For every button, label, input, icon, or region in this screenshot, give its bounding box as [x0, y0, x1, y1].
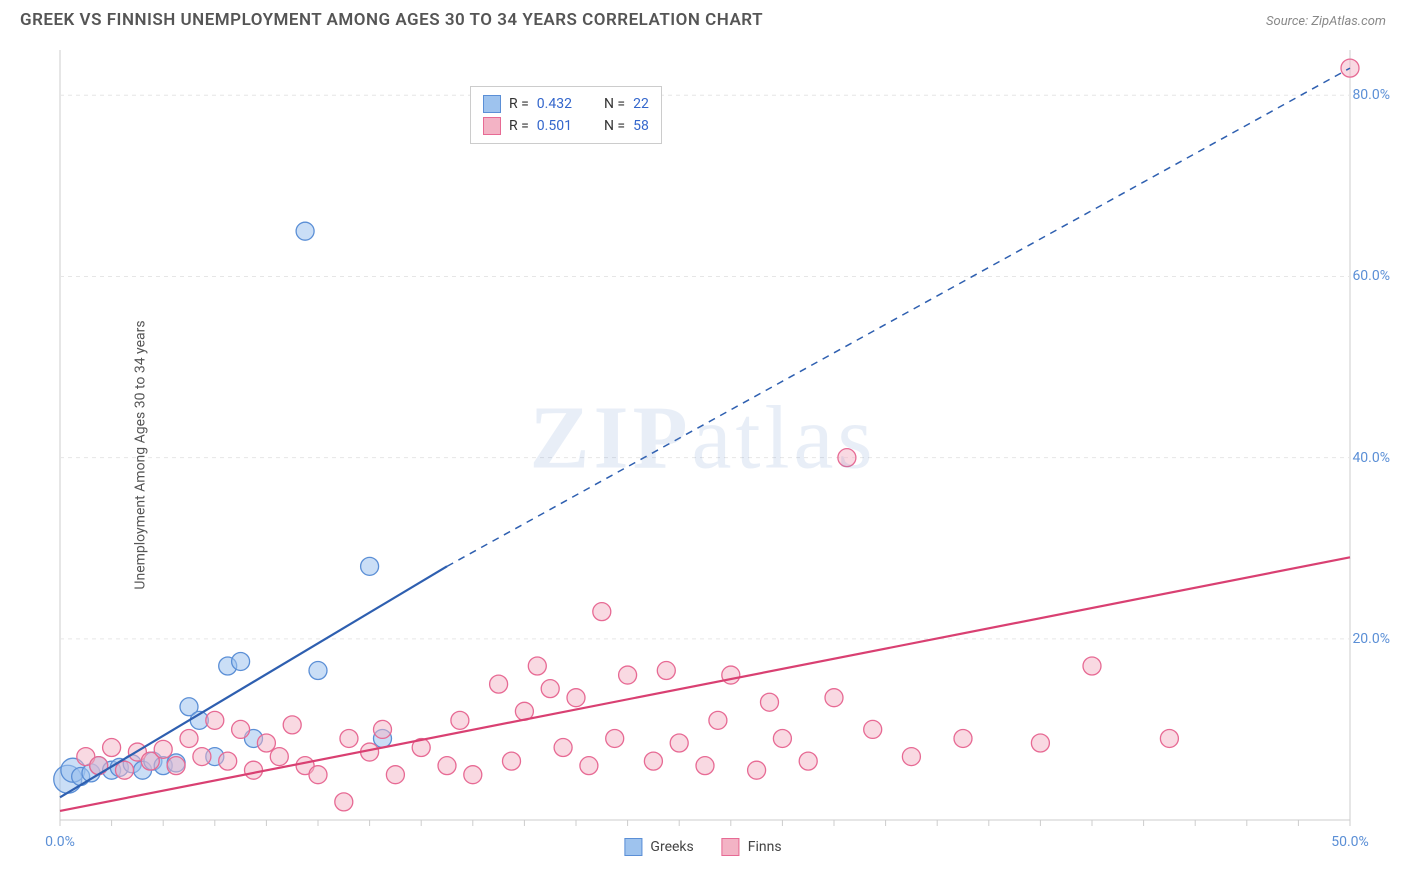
- stat-n-label: N =: [604, 118, 625, 134]
- data-point: [773, 729, 791, 747]
- data-point: [554, 739, 572, 757]
- data-point: [335, 793, 353, 811]
- data-point: [619, 666, 637, 684]
- data-point: [464, 766, 482, 784]
- data-point: [270, 748, 288, 766]
- data-point: [438, 757, 456, 775]
- legend-stats-box: R = 0.432 N = 22 R = 0.501 N = 58: [470, 86, 662, 144]
- data-point: [206, 711, 224, 729]
- data-point: [103, 739, 121, 757]
- data-point: [644, 752, 662, 770]
- data-point: [541, 680, 559, 698]
- legend-stats-row: R = 0.501 N = 58: [483, 115, 649, 137]
- data-point: [580, 757, 598, 775]
- data-point: [1083, 657, 1101, 675]
- legend-label: Finns: [748, 839, 782, 855]
- data-point: [180, 729, 198, 747]
- legend-item: Finns: [722, 838, 782, 856]
- data-point: [309, 662, 327, 680]
- data-point: [902, 748, 920, 766]
- bottom-legend: Greeks Finns: [624, 838, 781, 856]
- data-point: [154, 740, 172, 758]
- data-point: [296, 222, 314, 240]
- data-point: [283, 716, 301, 734]
- stat-n-label: N =: [604, 96, 625, 112]
- data-point: [799, 752, 817, 770]
- data-point: [503, 752, 521, 770]
- legend-item: Greeks: [624, 838, 693, 856]
- y-tick-label: 60.0%: [1352, 268, 1390, 284]
- stat-n-value: 58: [633, 118, 649, 134]
- data-point: [193, 748, 211, 766]
- x-tick-label: 0.0%: [45, 834, 75, 850]
- data-point: [606, 729, 624, 747]
- data-point: [748, 761, 766, 779]
- data-point: [361, 557, 379, 575]
- data-point: [386, 766, 404, 784]
- y-tick-label: 20.0%: [1352, 631, 1390, 647]
- data-point: [567, 689, 585, 707]
- chart-container: Unemployment Among Ages 30 to 34 years Z…: [0, 40, 1406, 870]
- data-point: [528, 657, 546, 675]
- data-point: [696, 757, 714, 775]
- legend-swatch: [624, 838, 642, 856]
- y-tick-label: 80.0%: [1352, 87, 1390, 103]
- data-point: [761, 693, 779, 711]
- data-point: [954, 729, 972, 747]
- legend-stats-row: R = 0.432 N = 22: [483, 93, 649, 115]
- data-point: [245, 761, 263, 779]
- data-point: [838, 449, 856, 467]
- data-point: [709, 711, 727, 729]
- data-point: [490, 675, 508, 693]
- stat-r-value: 0.432: [537, 96, 572, 112]
- data-point: [219, 752, 237, 770]
- stat-r-value: 0.501: [537, 118, 572, 134]
- legend-swatch: [722, 838, 740, 856]
- chart-title: GREEK VS FINNISH UNEMPLOYMENT AMONG AGES…: [20, 10, 763, 30]
- stat-r-label: R =: [509, 96, 529, 112]
- legend-swatch: [483, 95, 501, 113]
- data-point: [257, 734, 275, 752]
- data-point: [1160, 729, 1178, 747]
- scatter-plot-svg: [0, 40, 1406, 870]
- data-point: [593, 603, 611, 621]
- stat-r-label: R =: [509, 118, 529, 134]
- data-point: [340, 729, 358, 747]
- stat-n-value: 22: [633, 96, 649, 112]
- data-point: [825, 689, 843, 707]
- data-point: [167, 757, 185, 775]
- y-tick-label: 40.0%: [1352, 450, 1390, 466]
- y-axis-label: Unemployment Among Ages 30 to 34 years: [133, 320, 149, 589]
- data-point: [309, 766, 327, 784]
- data-point: [451, 711, 469, 729]
- legend-label: Greeks: [650, 839, 693, 855]
- data-point: [232, 652, 250, 670]
- source-attribution: Source: ZipAtlas.com: [1266, 14, 1386, 29]
- data-point: [90, 757, 108, 775]
- x-tick-label: 50.0%: [1331, 834, 1369, 850]
- data-point: [670, 734, 688, 752]
- data-point: [864, 720, 882, 738]
- data-point: [657, 662, 675, 680]
- data-point: [1031, 734, 1049, 752]
- data-point: [232, 720, 250, 738]
- legend-swatch: [483, 117, 501, 135]
- data-point: [374, 720, 392, 738]
